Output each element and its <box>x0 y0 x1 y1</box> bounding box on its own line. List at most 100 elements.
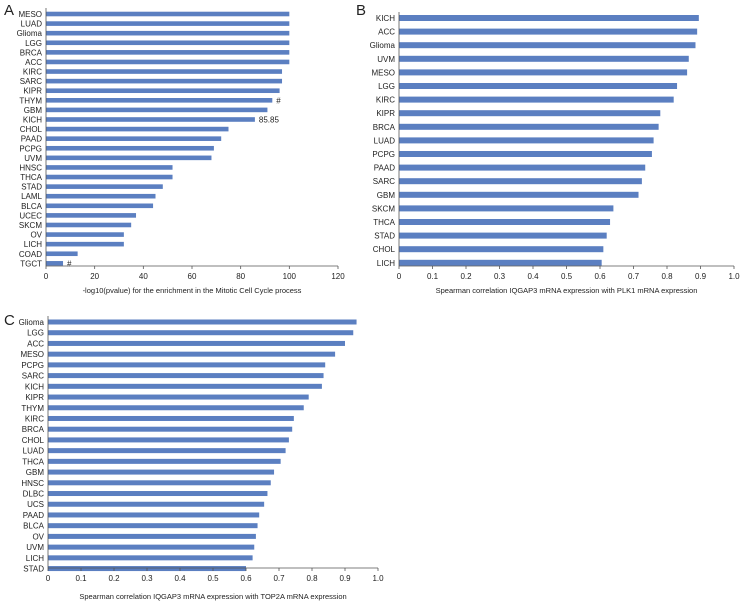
chart-c-category-label: GBM <box>26 468 45 477</box>
chart-b-x-tick-label: 0.1 <box>427 272 439 281</box>
chart-c-category-label: LICH <box>26 554 44 563</box>
chart-b-bar <box>399 164 646 171</box>
chart-a-category-label: BLCA <box>21 202 43 211</box>
chart-b-bar <box>399 246 604 253</box>
panel-b-label: B <box>356 2 367 19</box>
chart-a-category-label: Glioma <box>17 29 43 38</box>
chart-a-bar <box>46 184 163 189</box>
chart-a-x-tick-label: 100 <box>283 272 297 281</box>
chart-c-bar <box>48 351 336 357</box>
chart-b-bar <box>399 137 654 144</box>
chart-a-category-label: PAAD <box>21 135 42 144</box>
chart-c-category-label: LUAD <box>23 447 45 456</box>
chart-c-x-tick-label: 0.8 <box>306 574 318 583</box>
chart-a-bar <box>46 213 137 218</box>
chart-b-category-label: KICH <box>376 14 395 23</box>
chart-b-category-label: PAAD <box>374 164 395 173</box>
chart-a-category-label: KIPR <box>23 87 42 96</box>
chart-b-bar <box>399 178 642 185</box>
chart-a-category-label: GBM <box>24 106 43 115</box>
chart-c-category-label: KICH <box>25 382 44 391</box>
chart-a-bar <box>46 251 78 257</box>
chart-a-category-label: COAD <box>19 250 42 259</box>
chart-a-category-label: THCA <box>20 173 42 182</box>
chart-b-x-tick-label: 1.0 <box>728 272 740 281</box>
chart-b-category-label: THCA <box>373 218 395 227</box>
chart-a-category-label: UVM <box>24 154 42 163</box>
chart-b-x-tick-label: 0.5 <box>561 272 573 281</box>
chart-c-category-label: BRCA <box>22 425 45 434</box>
chart-c-category-label: OV <box>32 532 44 541</box>
chart-b-category-label: SARC <box>373 177 395 186</box>
chart-c-x-tick-label: 0.4 <box>174 574 186 583</box>
chart-b-category-label: MESO <box>371 68 395 77</box>
chart-a-bar <box>46 193 156 199</box>
chart-a-bar <box>46 50 290 55</box>
chart-a-bar <box>46 126 229 132</box>
chart-c-bar <box>48 523 258 529</box>
chart-b: KICH ACC Glioma UVM MESO LGG KIRC KIPR BRCA LUAD P… <box>370 12 740 295</box>
chart-c-bar <box>48 319 357 325</box>
chart-a-x-axis-title: -log10(pvalue) for the enrichment in the… <box>83 286 302 295</box>
chart-c-bar <box>48 362 326 368</box>
chart-c-x-tick-label: 0.7 <box>273 574 285 583</box>
chart-a-category-label: THYM <box>19 96 42 105</box>
chart-b-bar <box>399 191 639 198</box>
chart-a-category-label: ACC <box>25 58 42 67</box>
chart-c-bar <box>48 491 268 497</box>
chart-b-category-label: Glioma <box>370 41 396 50</box>
chart-b-bar <box>399 55 689 62</box>
chart-c-bar <box>48 533 256 539</box>
chart-a-category-label: BRCA <box>20 48 43 57</box>
chart-b-category-label: UVM <box>377 55 395 64</box>
chart-c-category-label: CHOL <box>22 436 45 445</box>
chart-c-category-label: UVM <box>26 543 44 552</box>
chart-b-category-label: KIPR <box>376 109 395 118</box>
chart-c-category-label: PAAD <box>23 511 44 520</box>
chart-c-bar <box>48 512 260 518</box>
chart-c-category-label: THCA <box>22 457 44 466</box>
chart-a-bar <box>46 165 173 170</box>
chart-b-bar <box>399 83 678 89</box>
chart-a-annotation: 85.85 <box>259 115 280 124</box>
chart-b-category-label: ACC <box>378 28 395 37</box>
chart-b-bar <box>399 110 661 117</box>
chart-c-category-label: BLCA <box>23 522 45 531</box>
chart-b-category-label: LICH <box>377 259 395 268</box>
chart-b-bar <box>399 42 696 49</box>
chart-a-bar <box>46 40 290 46</box>
chart-b-bar <box>399 259 602 266</box>
chart-c-bar <box>48 383 322 389</box>
chart-a-bar <box>46 59 290 65</box>
chart-a-category-label: MESO <box>18 10 42 19</box>
chart-c-x-tick-label: 0.9 <box>339 574 351 583</box>
chart-c-category-label: THYM <box>21 404 44 413</box>
chart-c-bar <box>48 415 294 421</box>
chart-c-bar <box>48 394 309 400</box>
chart-a-category-label: PCPG <box>19 144 42 153</box>
chart-c-category-label: HNSC <box>21 479 44 488</box>
chart-a-category-label: SKCM <box>19 221 42 230</box>
chart-a-bar <box>46 241 124 247</box>
chart-a-bar <box>46 145 214 151</box>
chart-a-bar <box>46 203 154 209</box>
chart-a-bar <box>46 136 222 141</box>
panel-a-label: A <box>4 2 15 19</box>
chart-a-category-label: TGCT <box>20 259 42 268</box>
chart-c-bar <box>48 458 281 464</box>
chart-a-bar <box>46 107 268 113</box>
chart-c-x-tick-label: 0.5 <box>207 574 219 583</box>
chart-c-x-tick-label: 1.0 <box>372 574 384 583</box>
chart-b-x-axis-title: Spearman correlation IQGAP3 mRNA express… <box>436 286 698 295</box>
chart-a-bar <box>46 11 290 17</box>
chart-b-category-label: BRCA <box>373 123 396 132</box>
chart-c-x-tick-label: 0 <box>46 574 51 583</box>
chart-a-annotation: # <box>276 96 281 105</box>
chart-a: MESOLUADGliomaLGGBRCAACCKIRCSARCKIPRTHYM… <box>17 8 345 295</box>
chart-b-bar <box>399 69 688 76</box>
chart-a-bar <box>46 78 283 84</box>
chart-b-x-tick-label: 0.8 <box>661 272 673 281</box>
chart-b-x-tick-label: 0.4 <box>527 272 539 281</box>
chart-b-bar <box>399 205 614 212</box>
